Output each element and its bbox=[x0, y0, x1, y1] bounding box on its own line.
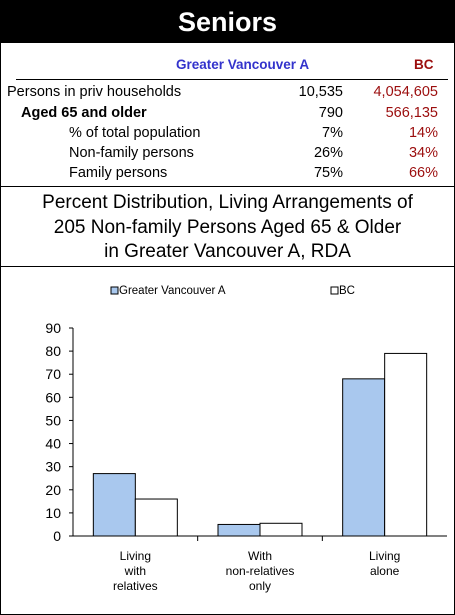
x-tick-label-0-1: with bbox=[124, 564, 146, 578]
y-tick-label-4: 40 bbox=[45, 436, 61, 452]
row-label: Persons in priv households bbox=[7, 84, 182, 100]
legend-label-0: Greater Vancouver A bbox=[119, 285, 226, 297]
bar-greater-vancouver-a-0 bbox=[92, 473, 136, 537]
x-tick-label-2-0: Living bbox=[369, 549, 400, 563]
chart-caption: Percent Distribution, Living Arrangement… bbox=[1, 187, 454, 267]
living-arrangements-bar-chart: Greater Vancouver A BC 0 10 20 30 40 50 60 70 80 90… bbox=[45, 285, 447, 593]
x-tick-label-0-0: Living bbox=[120, 549, 151, 563]
y-tick-label-6: 60 bbox=[45, 389, 61, 405]
stats-row-persons: Persons in priv households 10,535 4,054,… bbox=[1, 82, 454, 102]
row-label: Family persons bbox=[69, 165, 168, 181]
stats-table: Greater Vancouver A BC Persons in priv h… bbox=[1, 43, 454, 187]
page-title: Seniors bbox=[1, 1, 454, 43]
column-header-greater-vancouver-a: Greater Vancouver A bbox=[176, 57, 310, 72]
row-value-bc: 34% bbox=[408, 145, 438, 161]
y-tick-label-2: 20 bbox=[45, 482, 61, 498]
stats-row-pct-population: % of total population 7% 14% bbox=[1, 123, 454, 143]
legend-swatch-1 bbox=[330, 286, 339, 295]
stats-row-aged65: Aged 65 and older 790 566,135 bbox=[1, 103, 454, 123]
header-divider bbox=[16, 79, 448, 80]
column-header-bc: BC bbox=[414, 57, 434, 72]
row-label: Non-family persons bbox=[69, 145, 194, 161]
y-tick-label-9: 90 bbox=[45, 320, 61, 336]
row-value-bc: 14% bbox=[408, 125, 438, 141]
row-value-bc: 566,135 bbox=[385, 105, 438, 121]
bar-bc-1 bbox=[259, 522, 303, 537]
legend-swatch-0 bbox=[110, 286, 119, 295]
bar-bc-0 bbox=[134, 498, 178, 537]
y-tick-label-5: 50 bbox=[45, 412, 61, 428]
y-tick-label-8: 80 bbox=[45, 343, 61, 359]
row-value-ca: 75% bbox=[313, 165, 343, 181]
caption-line-2: 205 Non-family Persons Aged 65 & Older bbox=[53, 216, 402, 238]
row-label: Aged 65 and older bbox=[21, 105, 147, 121]
caption-line-1: Percent Distribution, Living Arrangement… bbox=[42, 192, 413, 213]
stats-row-nonfamily: Non-family persons 26% 34% bbox=[1, 143, 454, 163]
row-value-bc: 4,054,605 bbox=[373, 84, 438, 100]
y-tick-label-1: 10 bbox=[45, 505, 61, 521]
stats-row-family: Family persons 75% 66% bbox=[1, 163, 454, 183]
row-label: % of total population bbox=[69, 125, 201, 141]
row-value-ca: 26% bbox=[313, 145, 343, 161]
row-value-bc: 66% bbox=[408, 165, 438, 181]
caption-line-3: in Greater Vancouver A, RDA bbox=[104, 241, 351, 262]
bar-bc-2 bbox=[384, 352, 428, 537]
y-tick-label-7: 70 bbox=[45, 366, 61, 382]
y-tick-label-0: 0 bbox=[53, 528, 61, 544]
legend-label-1: BC bbox=[339, 285, 355, 297]
x-tick-label-2-1: alone bbox=[370, 564, 400, 578]
y-tick-label-3: 30 bbox=[45, 459, 61, 475]
bar-greater-vancouver-a-1 bbox=[217, 523, 261, 537]
x-tick-label-0-2: relatives bbox=[113, 579, 158, 593]
bar-greater-vancouver-a-2 bbox=[342, 378, 386, 537]
x-tick-label-1-1: non-relatives bbox=[226, 564, 295, 578]
row-value-ca: 790 bbox=[318, 105, 343, 121]
x-tick-label-1-0: With bbox=[248, 549, 272, 563]
row-value-ca: 10,535 bbox=[298, 84, 343, 100]
x-tick-label-1-2: only bbox=[249, 579, 271, 593]
row-value-ca: 7% bbox=[322, 125, 343, 141]
